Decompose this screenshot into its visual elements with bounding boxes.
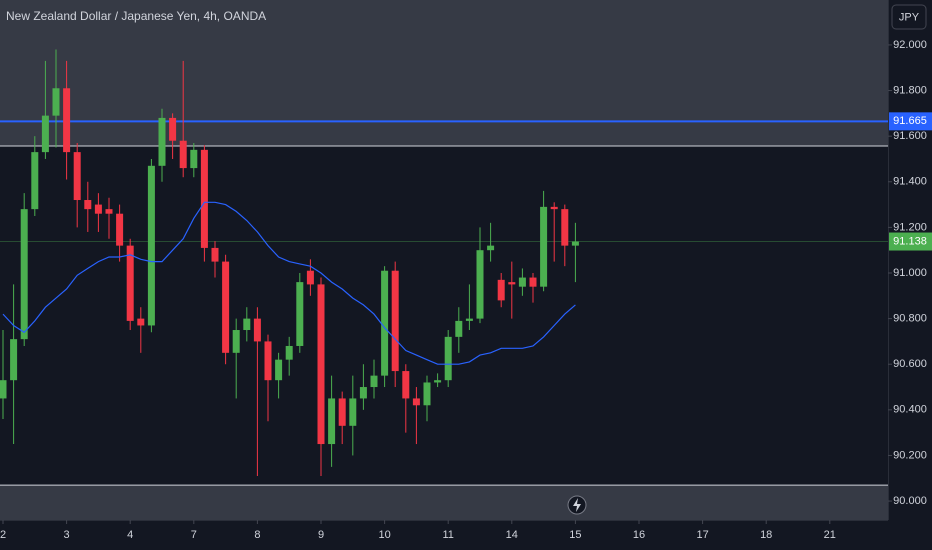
replay-icon[interactable] xyxy=(567,495,587,515)
price-label: 91.665 xyxy=(893,115,927,127)
x-tick-label: 3 xyxy=(64,529,70,541)
candle-body xyxy=(465,318,473,321)
x-tick-label: 18 xyxy=(760,529,772,541)
candle-body xyxy=(253,318,261,342)
y-tick-label: 91.800 xyxy=(893,84,927,96)
y-tick-label: 91.600 xyxy=(893,130,927,142)
candle-body xyxy=(137,318,145,326)
candle-body xyxy=(423,382,431,406)
candle-body xyxy=(243,318,251,331)
candle-body xyxy=(328,398,336,445)
x-tick-label: 17 xyxy=(696,529,708,541)
candle-body xyxy=(296,282,304,346)
x-tick-label: 2 xyxy=(0,529,6,541)
candle-body xyxy=(158,117,166,166)
candle-body xyxy=(200,149,208,248)
candle-body xyxy=(52,88,60,116)
y-tick-label: 90.800 xyxy=(893,313,927,325)
y-tick-label: 92.000 xyxy=(893,39,927,51)
candle-body xyxy=(232,330,240,353)
candle-body xyxy=(10,339,18,381)
currency-label[interactable]: JPY xyxy=(899,11,920,23)
x-tick-label: 9 xyxy=(318,529,324,541)
candle-body xyxy=(73,152,81,201)
candle-body xyxy=(147,165,155,326)
candle-body xyxy=(571,241,579,246)
candle-body xyxy=(550,206,558,210)
x-tick-label: 15 xyxy=(569,529,581,541)
candle-body xyxy=(487,245,495,251)
candle-body xyxy=(105,209,113,214)
candle-body xyxy=(412,398,420,406)
candle-body xyxy=(275,359,283,381)
y-tick-label: 90.600 xyxy=(893,358,927,370)
candle-body xyxy=(444,336,452,381)
candle-body xyxy=(190,149,198,169)
candle-body xyxy=(31,152,39,210)
x-tick-label: 8 xyxy=(254,529,260,541)
candle-body xyxy=(497,279,505,301)
candle-body xyxy=(529,277,537,287)
x-tick-label: 10 xyxy=(378,529,390,541)
candle-body xyxy=(0,380,7,399)
price-label: 91.138 xyxy=(893,235,927,247)
candle-body xyxy=(84,200,92,210)
candle-body xyxy=(20,209,28,340)
zone-shade xyxy=(0,485,888,520)
candle-body xyxy=(63,88,71,153)
candle-body xyxy=(402,371,410,399)
candle-body xyxy=(476,250,484,319)
x-tick-label: 21 xyxy=(824,529,836,541)
candle-body xyxy=(561,209,569,246)
price-label-bg xyxy=(889,112,932,131)
x-tick-label: 7 xyxy=(191,529,197,541)
y-tick-label: 90.400 xyxy=(893,404,927,416)
candle-body xyxy=(126,245,134,321)
price-label-bg xyxy=(889,232,932,251)
candle-body xyxy=(317,284,325,445)
x-tick-label: 4 xyxy=(127,529,133,541)
candle-body xyxy=(381,270,389,376)
candle-body xyxy=(94,204,102,214)
candle-body xyxy=(540,206,548,287)
candle-body xyxy=(455,320,463,337)
y-tick-label: 90.200 xyxy=(893,449,927,461)
x-tick-label: 16 xyxy=(633,529,645,541)
candle-body xyxy=(349,398,357,426)
candle-body xyxy=(285,345,293,360)
y-tick-label: 90.000 xyxy=(893,495,927,507)
candle-body xyxy=(359,387,367,399)
candle-body xyxy=(169,117,177,141)
candle-body xyxy=(41,115,49,153)
moving-average xyxy=(2,201,576,365)
candle-body xyxy=(306,270,314,285)
currency-button[interactable] xyxy=(891,4,927,30)
candle-body xyxy=(264,341,272,381)
candle-body xyxy=(434,380,442,383)
candle-body xyxy=(370,375,378,388)
candle-body xyxy=(338,398,346,426)
y-tick-label: 91.400 xyxy=(893,176,927,188)
chart-title: New Zealand Dollar / Japanese Yen, 4h, O… xyxy=(6,9,266,23)
candle-body xyxy=(179,140,187,169)
candle-body xyxy=(391,270,399,372)
y-tick-label: 91.200 xyxy=(893,221,927,233)
candle-body xyxy=(116,213,124,246)
candle-body xyxy=(222,261,230,353)
x-tick-label: 14 xyxy=(506,529,518,541)
candle-body xyxy=(508,282,516,285)
candle-body xyxy=(518,277,526,287)
x-tick-label: 11 xyxy=(442,529,453,541)
candle-body xyxy=(211,247,219,262)
y-tick-label: 91.000 xyxy=(893,267,927,279)
